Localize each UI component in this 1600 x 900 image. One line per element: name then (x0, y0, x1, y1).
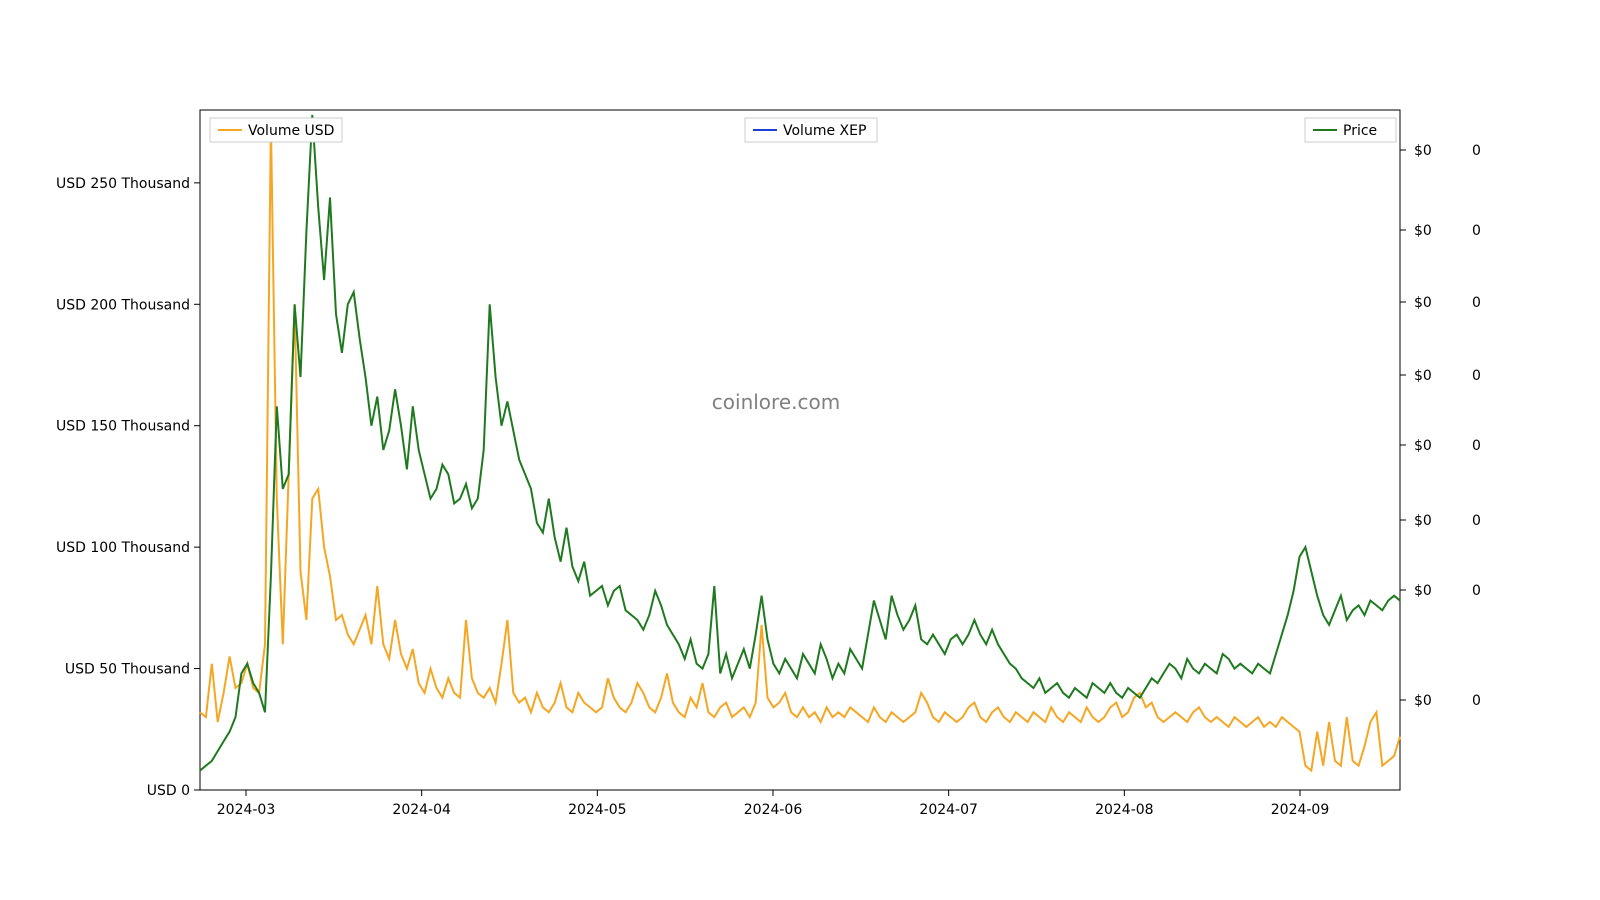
series-price (200, 115, 1400, 771)
y-right-inner-tick-label: $0 (1414, 295, 1432, 311)
y-right-outer-tick-label: 0 (1472, 143, 1481, 159)
y-left-tick-label: USD 200 Thousand (56, 297, 190, 313)
y-right-outer-tick-label: 0 (1472, 693, 1481, 709)
x-tick-label: 2024-09 (1271, 802, 1330, 818)
y-right-inner-tick-label: $0 (1414, 583, 1432, 599)
y-right-outer-tick-label: 0 (1472, 583, 1481, 599)
y-right-inner-tick-label: $0 (1414, 693, 1432, 709)
y-right-inner-tick-label: $0 (1414, 368, 1432, 384)
y-right-inner-tick-label: $0 (1414, 513, 1432, 529)
x-tick-label: 2024-06 (744, 802, 803, 818)
y-left-tick-label: USD 100 Thousand (56, 540, 190, 556)
line-chart-svg: USD 0 USD 50 Thousand USD 100 Thousand USD … (0, 0, 1600, 900)
legend-label: Price (1343, 123, 1377, 139)
legend-label: Volume USD (248, 123, 334, 139)
y-right-outer-tick-label: 0 (1472, 295, 1481, 311)
y-right-inner-tick-label: $0 (1414, 143, 1432, 159)
chart-container: USD 0 USD 50 Thousand USD 100 Thousand USD … (0, 0, 1600, 900)
x-tick-label: 2024-07 (919, 802, 978, 818)
watermark-text: coinlore.com (712, 390, 840, 414)
x-tick-label: 2024-04 (392, 802, 451, 818)
y-right-inner-tick-label: $0 (1414, 223, 1432, 239)
y-left-tick-label: USD 0 (147, 783, 190, 799)
x-tick-label: 2024-05 (568, 802, 627, 818)
y-right-inner-tick-label: $0 (1414, 438, 1432, 454)
y-right-outer-tick-label: 0 (1472, 438, 1481, 454)
y-right-outer-tick-label: 0 (1472, 513, 1481, 529)
y-right-outer-tick-label: 0 (1472, 223, 1481, 239)
y-left-tick-label: USD 150 Thousand (56, 419, 190, 435)
x-tick-label: 2024-03 (217, 802, 276, 818)
legend-label: Volume XEP (783, 123, 866, 139)
y-right-outer-tick-label: 0 (1472, 368, 1481, 384)
y-left-tick-label: USD 50 Thousand (65, 662, 190, 678)
series-volume-usd (200, 122, 1400, 771)
y-left-tick-label: USD 250 Thousand (56, 176, 190, 192)
plot-border (200, 110, 1400, 790)
x-tick-label: 2024-08 (1095, 802, 1154, 818)
